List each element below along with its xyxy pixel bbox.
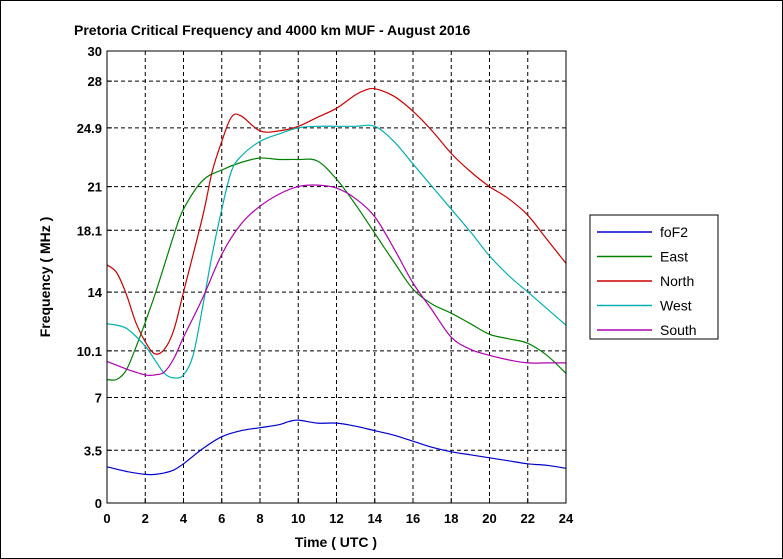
legend: foF2 East North West South: [589, 214, 719, 340]
legend-label-south: South: [660, 322, 697, 338]
legend-label-east: East: [660, 249, 688, 265]
x-tick-label: 4: [180, 511, 188, 526]
legend-label-fof2: foF2: [660, 224, 688, 240]
y-axis-ticks: 0 3.5 7 10.1 14 18.1 21 24.9 28 30: [77, 44, 112, 511]
series-line-north: [106, 87, 567, 355]
x-tick-label: 12: [329, 511, 343, 526]
grid-lines: [107, 51, 566, 503]
x-tick-label: 6: [218, 511, 225, 526]
chart-title: Pretoria Critical Frequency and 4000 km …: [74, 22, 470, 38]
y-tick-label: 21: [88, 180, 102, 195]
series-line-fof2: [106, 419, 567, 476]
x-tick-label: 8: [256, 511, 263, 526]
y-tick-label: 14: [88, 285, 103, 300]
legend-label-north: North: [660, 273, 694, 289]
series-line-east: [106, 157, 567, 381]
y-tick-label: 0: [95, 496, 102, 511]
x-tick-label: 2: [142, 511, 149, 526]
x-axis-ticks: 0 2 4 6 8 10 12 14 16 18 20 22 24: [103, 498, 574, 526]
y-tick-label: 7: [95, 391, 102, 406]
x-tick-label: 22: [521, 511, 535, 526]
x-tick-label: 16: [406, 511, 420, 526]
series-line-south: [106, 184, 566, 377]
y-axis-label: Frequency ( MHz ): [37, 217, 53, 338]
x-tick-label: 20: [482, 511, 496, 526]
series-line-west: [106, 124, 567, 379]
y-tick-label: 18.1: [77, 223, 102, 238]
y-tick-label: 3.5: [84, 443, 102, 458]
y-tick-label: 30: [88, 44, 102, 59]
series-lines: [106, 87, 567, 476]
legend-box: [589, 214, 719, 340]
y-tick-label: 28: [88, 74, 102, 89]
x-axis-label: Time ( UTC ): [295, 534, 377, 550]
x-tick-label: 10: [291, 511, 305, 526]
x-tick-label: 18: [444, 511, 458, 526]
y-tick-label: 24.9: [77, 121, 102, 136]
legend-label-west: West: [660, 298, 692, 314]
y-tick-label: 10.1: [77, 344, 102, 359]
x-tick-label: 0: [103, 511, 110, 526]
x-tick-label: 14: [368, 511, 383, 526]
x-tick-label: 24: [559, 511, 574, 526]
